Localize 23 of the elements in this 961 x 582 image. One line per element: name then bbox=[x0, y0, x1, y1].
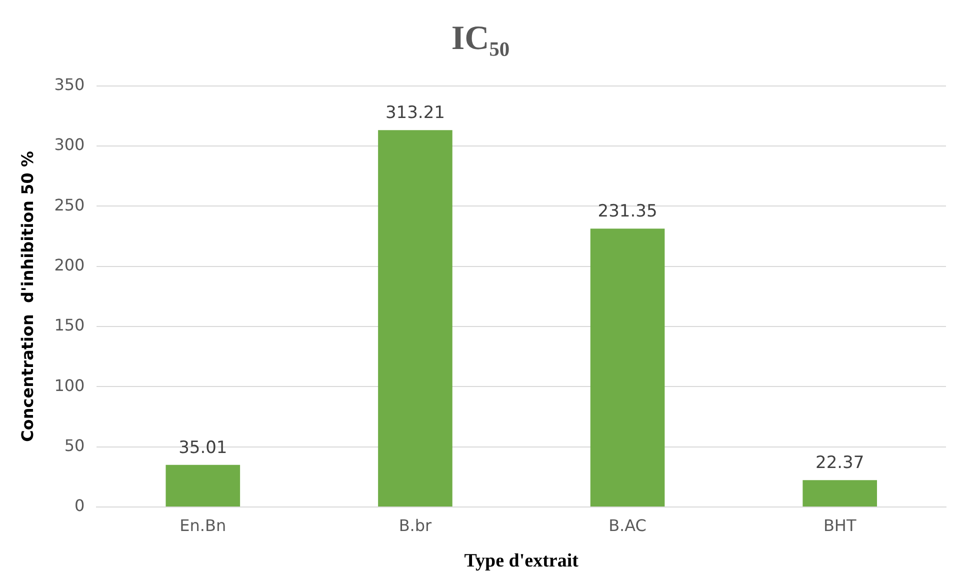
x-tick-label: B.br bbox=[398, 516, 432, 535]
chart-title: IC₅₀ bbox=[451, 20, 510, 58]
y-tick-label: 150 bbox=[54, 316, 85, 335]
y-tick-label: 250 bbox=[54, 195, 85, 214]
y-tick-label: 300 bbox=[54, 135, 85, 154]
bar bbox=[590, 228, 665, 506]
y-tick-label: 350 bbox=[54, 74, 85, 94]
x-tick-label: B.AC bbox=[608, 516, 646, 535]
bar bbox=[802, 480, 877, 506]
bar bbox=[378, 130, 452, 506]
bar bbox=[166, 464, 240, 506]
x-tick-label: En.Bn bbox=[180, 516, 226, 535]
data-label: 22.37 bbox=[816, 453, 864, 473]
data-label: 231.35 bbox=[598, 202, 658, 222]
data-label: 313.21 bbox=[385, 102, 445, 123]
y-tick-label: 50 bbox=[64, 436, 85, 455]
x-tick-label: BHT bbox=[823, 516, 856, 535]
x-axis-title: Type d'extrait bbox=[464, 550, 580, 572]
y-tick-label: 0 bbox=[74, 496, 85, 516]
data-label: 35.01 bbox=[178, 438, 228, 458]
y-axis-title: Concentration d'inhibition 50 % bbox=[18, 150, 37, 442]
y-tick-label: 200 bbox=[54, 255, 85, 274]
y-tick-label: 100 bbox=[54, 376, 85, 395]
